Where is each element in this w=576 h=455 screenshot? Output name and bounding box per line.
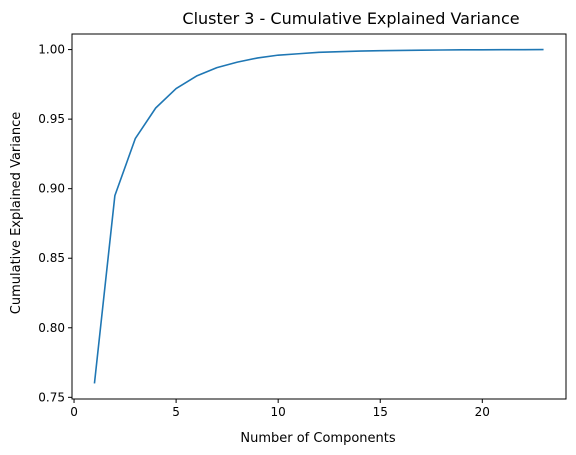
y-tick-label: 0.95 — [38, 112, 65, 126]
plot-frame — [71, 33, 567, 400]
chart-title: Cluster 3 - Cumulative Explained Varianc… — [182, 9, 519, 28]
y-tick-label: 0.80 — [38, 321, 65, 335]
x-tick-label: 15 — [373, 405, 388, 419]
y-tick-label: 0.85 — [38, 251, 65, 265]
x-tick-label: 20 — [475, 405, 490, 419]
y-axis-ticks: 0.75 0.80 0.85 0.90 0.95 1.00 — [38, 43, 72, 404]
series-layer — [93, 48, 544, 384]
x-tick-label: 10 — [271, 405, 286, 419]
y-tick-label: 0.75 — [38, 390, 65, 404]
x-axis-label: Number of Components — [240, 431, 395, 446]
series-line — [93, 48, 544, 384]
y-tick-label: 1.00 — [38, 43, 65, 57]
x-axis-ticks: 0 5 10 15 20 — [70, 399, 490, 419]
y-tick-label: 0.90 — [38, 182, 65, 196]
x-tick-label: 5 — [172, 405, 180, 419]
x-tick-label: 0 — [70, 405, 78, 419]
y-axis-label: Cumulative Explained Variance — [9, 112, 24, 314]
